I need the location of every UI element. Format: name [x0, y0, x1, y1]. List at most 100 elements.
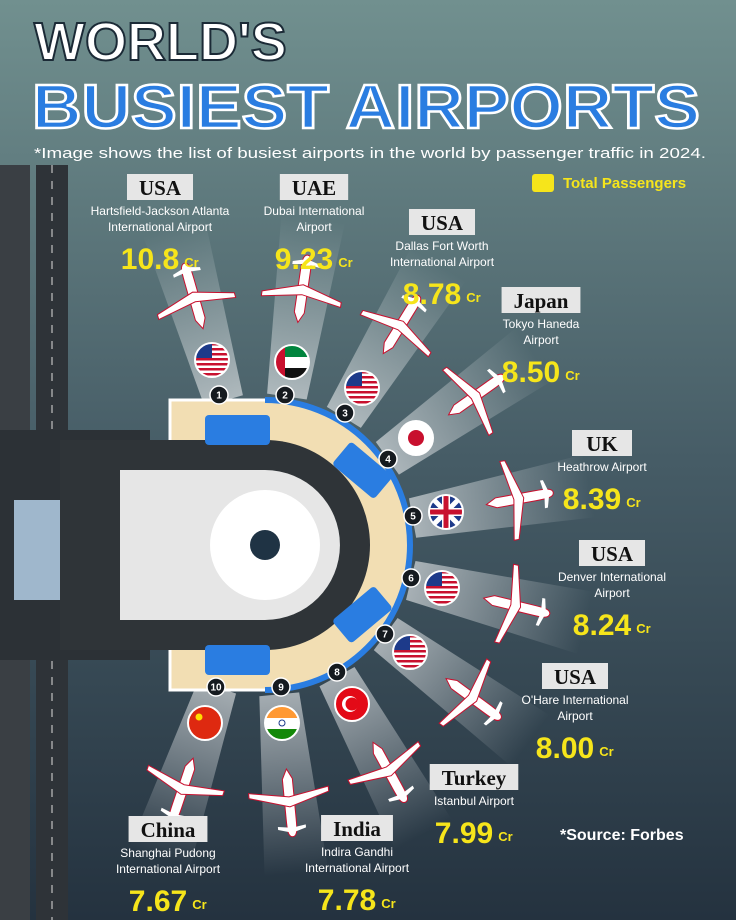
airport-name: Dallas Fort Worth [395, 239, 488, 253]
country-box [279, 174, 349, 200]
flag-part [443, 495, 449, 529]
passengers: 7.78 [318, 884, 376, 917]
flag-part [425, 591, 459, 594]
flag-part [393, 660, 427, 663]
airport-name: Denver International [558, 570, 666, 584]
airport-name: Airport [523, 333, 559, 347]
unit: Cr [626, 495, 640, 510]
rank-badge [275, 385, 295, 405]
unit: Cr [565, 368, 579, 383]
flag-part [275, 345, 285, 379]
rank: 2 [282, 391, 288, 402]
plane-wing [441, 366, 494, 437]
country: UK [586, 432, 618, 456]
country: USA [139, 176, 182, 200]
plane [347, 740, 422, 804]
rank-badge [206, 677, 226, 697]
flag-part [275, 368, 309, 379]
rank-badge [209, 385, 229, 405]
rank-badge [335, 403, 355, 423]
unit: Cr [498, 829, 512, 844]
passengers: 8.39 [563, 483, 621, 516]
airport-name: Istanbul Airport [434, 794, 515, 808]
unit: Cr [381, 896, 395, 911]
country: UAE [292, 176, 336, 200]
airport-name: Shanghai Pudong [120, 846, 215, 860]
flag-ring [344, 370, 380, 406]
plane [441, 366, 506, 437]
airport-name: Indira Gandhi [321, 845, 393, 859]
plane-tail [388, 785, 415, 802]
plane-tail [292, 259, 321, 269]
passengers: 8.24 [573, 609, 632, 642]
plane-wing [248, 785, 330, 808]
unit: Cr [184, 255, 198, 270]
flag-ring [424, 570, 460, 606]
country-box [572, 430, 632, 456]
country-box [429, 764, 519, 790]
source: *Source: Forbes [560, 827, 684, 844]
flag-ring [398, 420, 434, 456]
passengers: 7.67 [129, 885, 187, 918]
plane [438, 658, 503, 727]
title-line2: BUSIEST AIRPORTS [32, 73, 700, 142]
airport-name: Tokyo Haneda [503, 317, 580, 331]
title-line1: WORLD'S [34, 12, 287, 72]
unit: Cr [466, 290, 480, 305]
rank-badge [401, 568, 421, 588]
airport-name: International Airport [390, 255, 495, 269]
country: India [333, 817, 381, 841]
airport-name: O'Hare International [521, 693, 628, 707]
flag-part [425, 596, 459, 599]
plane-tail [401, 295, 427, 313]
flag-part [195, 358, 229, 361]
legend-swatch [532, 174, 554, 192]
unit: Cr [599, 744, 613, 759]
flag-ring [334, 686, 370, 722]
rank: 6 [408, 574, 414, 585]
airport-name: International Airport [116, 862, 221, 876]
country-box [126, 174, 194, 200]
passengers: 8.00 [536, 732, 594, 765]
passengers: 9.23 [275, 243, 333, 276]
flag-ring [264, 705, 300, 741]
flag-ring [274, 344, 310, 380]
flag-part [345, 697, 359, 711]
flag-part [393, 655, 427, 658]
flag-part [265, 718, 299, 729]
plane-tail [535, 597, 546, 626]
plane [260, 254, 342, 324]
country-box [501, 287, 581, 313]
flag-part [195, 363, 229, 366]
rank: 3 [342, 409, 348, 420]
flag-part [393, 665, 427, 668]
rank-badge [378, 449, 398, 469]
flag-part [345, 401, 379, 404]
rank: 8 [334, 668, 340, 679]
unit: Cr [338, 255, 352, 270]
plane-wing [493, 563, 522, 644]
rank: 9 [278, 683, 284, 694]
flag-part [265, 729, 299, 740]
flag-ring [187, 705, 223, 741]
country: USA [554, 665, 597, 689]
country: China [141, 818, 196, 842]
plane-wing [347, 740, 422, 785]
rank: 5 [410, 512, 416, 523]
plane-tail [277, 824, 307, 833]
country: Turkey [442, 766, 507, 790]
passengers: 7.99 [435, 817, 493, 850]
flag-part [345, 391, 379, 394]
flag-ring [392, 634, 428, 670]
plane [482, 563, 551, 644]
country-box [541, 663, 609, 689]
country: USA [421, 211, 464, 235]
passengers: 10.8 [121, 243, 179, 276]
flag-part [425, 601, 459, 604]
rank: 4 [385, 455, 391, 466]
airport-name: Hartsfield-Jackson Atlanta [91, 204, 230, 218]
plane-wing [359, 309, 432, 358]
plane-wing [146, 764, 225, 797]
